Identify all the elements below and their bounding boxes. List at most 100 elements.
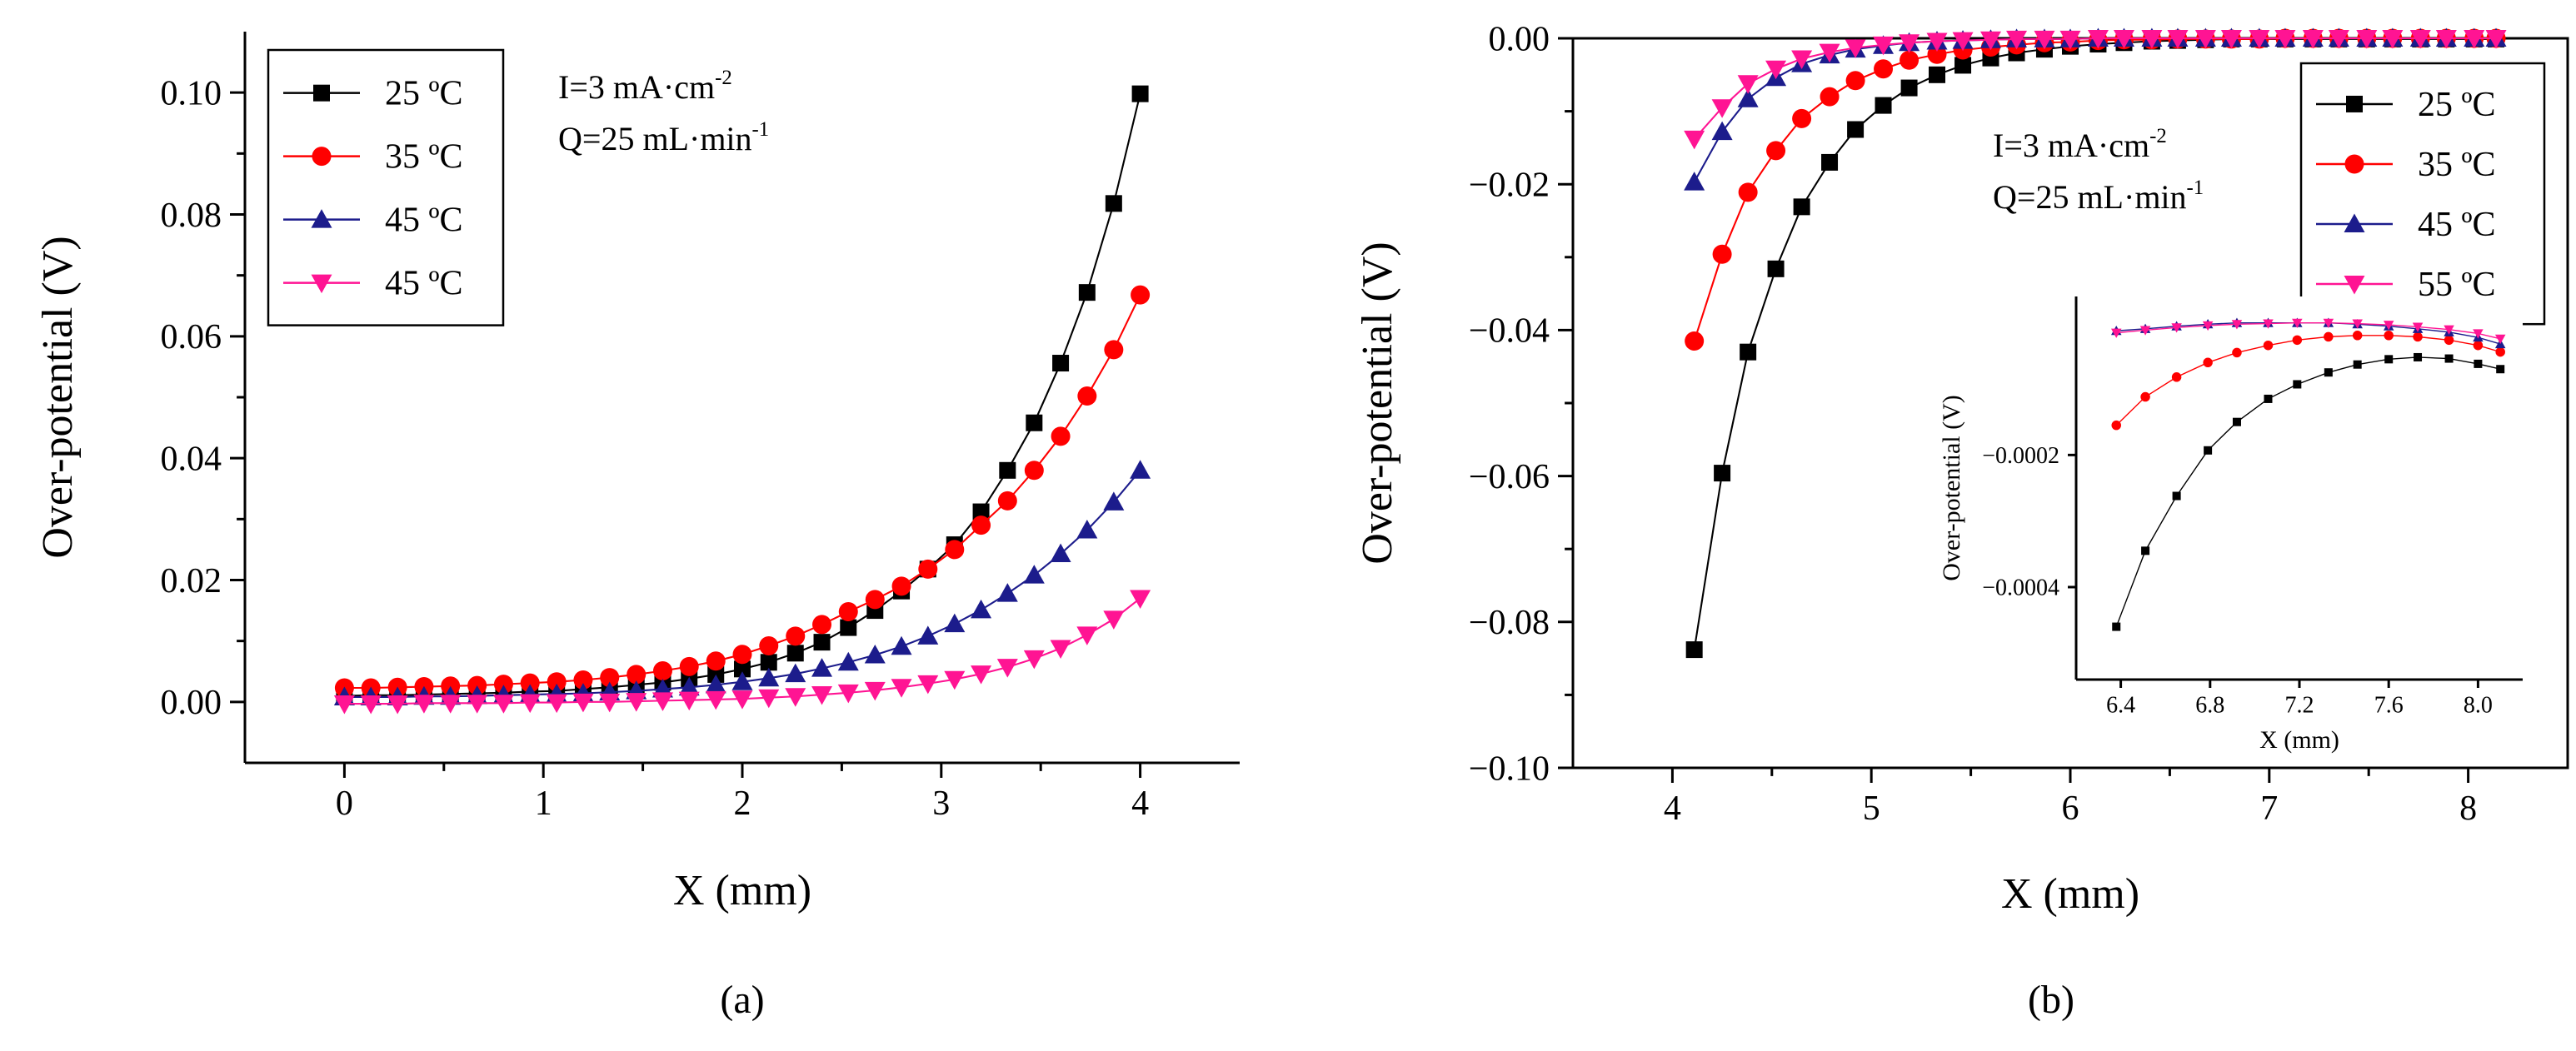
- data-point: [758, 689, 780, 709]
- data-point: [865, 590, 885, 610]
- annotation-current-exponent: -2: [715, 67, 732, 89]
- inset-data-point: [2383, 321, 2394, 331]
- y-tick-label: −0.04: [1469, 312, 1550, 351]
- data-point: [1740, 343, 1757, 361]
- data-point: [944, 613, 966, 633]
- inset-data-point: [2384, 355, 2394, 364]
- inset-data-point: [2494, 334, 2506, 345]
- data-point: [1927, 44, 1947, 64]
- data-point: [1845, 39, 1866, 58]
- legend-marker: [312, 147, 332, 167]
- data-point: [945, 540, 965, 560]
- data-point: [1685, 331, 1705, 351]
- inset-data-point: [2264, 394, 2273, 403]
- data-point: [944, 670, 966, 690]
- series-4: [333, 590, 1151, 715]
- inset-background: [2076, 296, 2523, 693]
- legend-marker: [311, 209, 332, 228]
- data-point: [600, 668, 620, 688]
- data-point: [2249, 30, 2270, 49]
- data-point: [811, 658, 833, 677]
- data-point: [2006, 30, 2028, 50]
- inset-data-point: [2171, 323, 2182, 333]
- data-point: [1076, 520, 1098, 539]
- y-tick-label: −0.10: [1469, 750, 1550, 788]
- data-point: [2464, 30, 2485, 49]
- inset-x-tick-label: 8.0: [2464, 692, 2493, 718]
- legend-box: [2299, 62, 2546, 326]
- data-point: [1767, 260, 1785, 277]
- data-point: [840, 619, 857, 636]
- data-point: [917, 625, 939, 645]
- inset-data-point: [2324, 331, 2334, 342]
- data-point: [2274, 30, 2296, 49]
- inset-y-tick-label: −0.0004: [1982, 575, 2059, 600]
- inset-data-point: [2444, 335, 2454, 346]
- panel-label: (a): [720, 978, 764, 1022]
- annotation-current: I=3 mA·cm-2: [1993, 125, 2167, 164]
- data-point: [1737, 88, 1759, 107]
- data-point: [705, 674, 726, 694]
- data-point: [972, 503, 990, 521]
- data-point: [706, 651, 726, 671]
- data-point: [1023, 650, 1045, 670]
- data-point: [786, 645, 804, 662]
- data-point: [1131, 85, 1149, 102]
- data-point: [333, 695, 355, 715]
- inset-data-point: [2204, 446, 2213, 455]
- legend-marker: [2344, 275, 2365, 295]
- inset-x-tick-label: 6.8: [2195, 692, 2224, 718]
- data-point: [678, 691, 700, 711]
- inset-y-tick-label: −0.0002: [1982, 443, 2059, 469]
- data-point: [1130, 460, 1151, 479]
- data-point: [2409, 30, 2431, 49]
- data-point: [997, 491, 1017, 511]
- y-tick-label: −0.02: [1469, 166, 1550, 204]
- inset-data-point: [2232, 417, 2241, 426]
- legend-marker: [2346, 95, 2363, 112]
- series-2: [334, 285, 1151, 698]
- data-point: [1952, 32, 1974, 52]
- chart-panel-b: 4 5 6 7 8 −0.10 −0.08 −0.06 −0.04 −0.02 0.00 X (mm)…: [1354, 20, 2569, 1022]
- inset-data-point: [2414, 352, 2423, 361]
- inset-data-point: [2111, 420, 2121, 431]
- data-point: [467, 695, 488, 714]
- inset-data-point: [2141, 546, 2150, 555]
- data-point: [731, 671, 753, 690]
- inset-chart: 6.4 6.8 7.2 7.6 8.0 −0.0004 −0.0002 X (mm) Over-…: [1938, 296, 2523, 754]
- inset-series-line: [2115, 335, 2501, 426]
- data-point: [999, 461, 1016, 479]
- data-point: [2167, 30, 2189, 49]
- data-point: [1050, 543, 1071, 563]
- annotation-flow-exponent: -1: [752, 118, 770, 141]
- data-point: [1050, 640, 1071, 659]
- data-point: [599, 693, 621, 713]
- y-tick-label: 0.06: [161, 318, 222, 356]
- data-point: [758, 667, 780, 687]
- inset-x-tick-label: 7.6: [2374, 692, 2404, 718]
- data-point: [1845, 71, 1865, 91]
- inset-data-point: [2110, 328, 2122, 338]
- data-point: [1052, 355, 1070, 372]
- data-point: [1711, 121, 1733, 141]
- inset-data-point: [2444, 354, 2454, 363]
- data-point: [760, 654, 777, 671]
- data-point: [1820, 87, 1840, 107]
- data-point: [1712, 244, 1732, 264]
- data-point: [838, 602, 858, 622]
- data-point: [2328, 30, 2349, 49]
- inset-data-point: [2139, 326, 2151, 336]
- legend-marker: [313, 84, 330, 102]
- data-point: [1711, 99, 1733, 118]
- y-tick-label: −0.06: [1469, 458, 1550, 496]
- data-point: [2059, 30, 2081, 50]
- inset-data-point: [2263, 319, 2274, 329]
- data-point: [440, 695, 462, 714]
- data-point: [1078, 284, 1096, 301]
- annotation-flow-text: Q=25 mL·min: [558, 120, 752, 157]
- inset-data-point: [2473, 340, 2484, 351]
- inset-data-point: [2474, 359, 2483, 368]
- inset-series-line: [2116, 322, 2501, 340]
- x-tick-label: 4: [1664, 789, 1681, 828]
